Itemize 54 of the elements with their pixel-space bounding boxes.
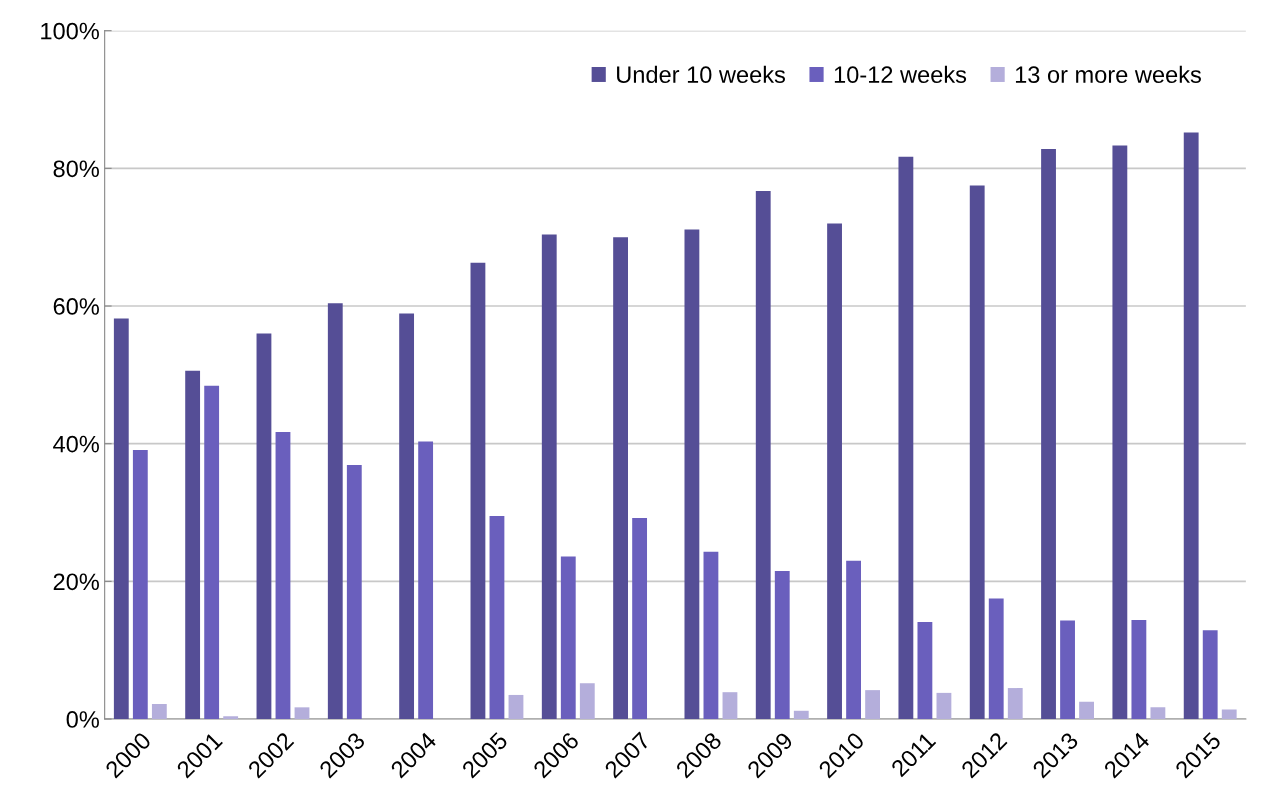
bar xyxy=(613,237,628,720)
y-tick-label: 60% xyxy=(53,298,99,315)
bar xyxy=(703,551,719,720)
bar xyxy=(1183,132,1199,720)
y-tick-label: 100% xyxy=(41,22,99,40)
bar xyxy=(113,318,129,720)
bar xyxy=(846,560,861,720)
bar xyxy=(774,571,790,720)
bar xyxy=(275,431,291,720)
bar xyxy=(579,683,595,720)
bar xyxy=(1079,701,1094,720)
bar xyxy=(132,449,148,720)
bar xyxy=(418,441,434,720)
bar xyxy=(632,518,648,720)
bar xyxy=(1221,709,1237,720)
y-tick-label: 80% xyxy=(53,160,99,178)
bar xyxy=(755,191,771,720)
bar xyxy=(1150,707,1166,720)
bar xyxy=(1202,630,1218,720)
bar xyxy=(560,556,576,720)
bar xyxy=(151,703,167,720)
bar xyxy=(722,692,738,720)
bar xyxy=(936,692,952,720)
bar xyxy=(399,313,415,720)
bar xyxy=(327,303,343,720)
legend-label: 10-12 weeks xyxy=(834,65,967,84)
bar xyxy=(204,385,220,720)
bar xyxy=(1007,688,1023,720)
bar xyxy=(256,333,272,720)
bar xyxy=(793,710,809,720)
bar xyxy=(223,716,239,720)
bar xyxy=(508,694,524,720)
legend-label: 13 or more weeks xyxy=(1015,65,1201,84)
bar xyxy=(684,229,700,720)
bar xyxy=(294,707,310,720)
bar xyxy=(1060,620,1075,720)
legend-label: Under 10 weeks xyxy=(617,65,785,84)
bar xyxy=(1041,149,1056,720)
bar xyxy=(489,515,505,720)
bar xyxy=(898,156,914,720)
bar xyxy=(470,262,486,720)
bar xyxy=(185,370,201,720)
y-tick-label: 40% xyxy=(53,435,99,453)
bar xyxy=(1131,619,1147,720)
y-tick-label: 20% xyxy=(53,573,99,591)
y-tick-label: 0% xyxy=(66,711,99,728)
bar xyxy=(917,621,933,720)
bar xyxy=(865,690,881,720)
bar xyxy=(541,234,557,720)
bar xyxy=(346,465,362,720)
bar xyxy=(988,598,1004,720)
bar xyxy=(1112,145,1128,720)
bar xyxy=(969,185,985,720)
bar xyxy=(827,223,842,720)
